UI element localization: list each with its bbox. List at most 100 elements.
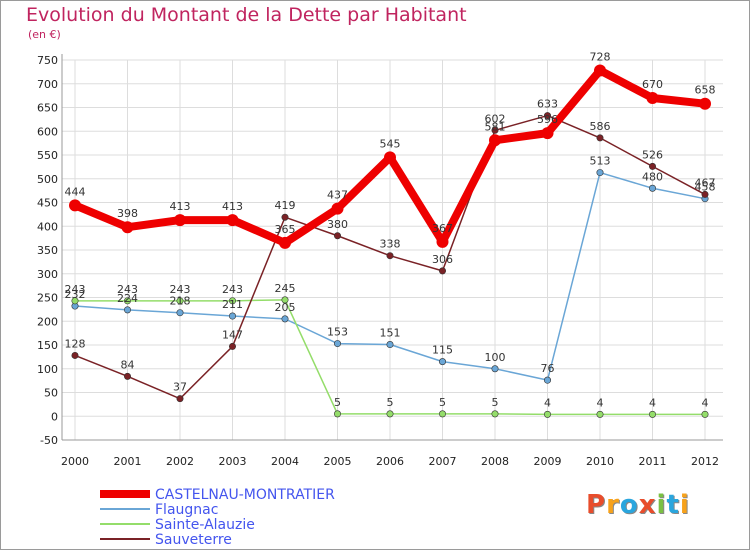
data-point-castelnau-montratier: [174, 214, 186, 227]
data-label-sainte-alauzie: 243: [65, 283, 86, 296]
y-tick-label: 450: [37, 197, 58, 210]
y-tick-label: 50: [44, 387, 58, 400]
data-point-sainte-alauzie: [333, 410, 341, 418]
data-point-sainte-alauzie: [491, 410, 499, 418]
data-point-flaugnac: [176, 309, 184, 317]
proxiti-logo: Proxiti: [586, 490, 690, 520]
x-tick-label: 2007: [429, 455, 457, 468]
data-point-castelnau-montratier: [384, 151, 396, 164]
x-tick-label: 2001: [114, 455, 142, 468]
logo-letter: i: [656, 490, 667, 520]
data-point-castelnau-montratier: [699, 97, 711, 110]
data-point-flaugnac: [281, 315, 289, 323]
data-label-castelnau-montratier: 413: [170, 200, 191, 213]
y-tick-label: 700: [37, 78, 58, 91]
data-label-sauveterre: 526: [642, 148, 663, 161]
x-tick-label: 2002: [166, 455, 194, 468]
data-point-flaugnac: [229, 312, 237, 320]
data-point-castelnau-montratier: [226, 214, 239, 227]
data-point-sauveterre: [386, 252, 394, 260]
data-point-sainte-alauzie: [386, 410, 394, 418]
data-point-sauveterre: [333, 232, 341, 240]
y-tick-label: 250: [37, 292, 58, 305]
data-label-sauveterre: 128: [65, 337, 86, 350]
data-label-sauveterre: 37: [173, 381, 187, 394]
data-point-sauveterre: [281, 213, 289, 221]
data-label-sauveterre: 147: [222, 328, 243, 341]
data-label-castelnau-montratier: 596: [537, 113, 558, 126]
legend: CASTELNAU-MONTRATIERFlaugnacSainte-Alauz…: [100, 487, 335, 548]
series-group: [69, 64, 711, 418]
data-point-sauveterre: [71, 351, 79, 359]
data-label-sauveterre: 306: [432, 253, 453, 266]
data-label-sainte-alauzie: 243: [117, 283, 138, 296]
data-point-sainte-alauzie: [71, 297, 79, 305]
x-tick-label: 2005: [324, 455, 352, 468]
y-tick-label: 100: [37, 363, 58, 376]
y-tick-label: 650: [37, 102, 58, 115]
y-tick-label: 400: [37, 220, 58, 233]
y-tick-label: 500: [37, 173, 58, 186]
data-point-flaugnac: [438, 358, 446, 366]
x-tick-label: 2010: [586, 455, 614, 468]
data-label-flaugnac: 224: [117, 292, 138, 305]
legend-label-sauveterre: Sauveterre: [155, 532, 232, 548]
y-tick-label: 300: [37, 268, 58, 281]
logo-letter: o: [619, 490, 639, 520]
data-point-castelnau-montratier: [69, 199, 81, 212]
logo-letter: t: [666, 490, 680, 520]
x-tick-label: 2011: [639, 455, 667, 468]
data-point-sainte-alauzie: [438, 410, 446, 418]
data-point-sauveterre: [176, 395, 184, 403]
data-label-sauveterre: 602: [485, 112, 506, 125]
data-label-flaugnac: 76: [541, 362, 555, 375]
data-label-flaugnac: 458: [695, 181, 716, 194]
y-tick-label: 350: [37, 244, 58, 257]
data-label-castelnau-montratier: 413: [222, 200, 243, 213]
data-point-castelnau-montratier: [646, 92, 659, 104]
data-label-flaugnac: 205: [275, 301, 296, 314]
data-label-flaugnac: 480: [642, 170, 663, 183]
data-label-castelnau-montratier: 367: [432, 222, 453, 235]
data-label-sainte-alauzie: 5: [334, 396, 341, 409]
legend-label-flaugnac: Flaugnac: [155, 502, 218, 518]
data-label-sauveterre: 586: [590, 120, 611, 133]
data-label-sauveterre: 380: [327, 218, 348, 231]
data-labels: 232 224 218 211 205 153 151 115 100 76 513 480 458 24…: [65, 50, 716, 409]
legend-label-castelnau-montratier: CASTELNAU-MONTRATIER: [155, 487, 335, 503]
axes: -50 0 50 100 150 200 250 300 350 400 450 500 550 600 6…: [37, 54, 723, 468]
logo-letter: x: [638, 490, 657, 520]
legend-label-sainte-alauzie: Sainte-Alauzie: [155, 517, 255, 533]
x-tick-label: 2012: [691, 455, 719, 468]
data-label-castelnau-montratier: 545: [380, 137, 401, 150]
chart-title: Evolution du Montant de la Dette par Hab…: [26, 4, 467, 26]
data-point-sauveterre: [701, 190, 709, 198]
data-label-sauveterre: 419: [275, 199, 296, 212]
data-label-castelnau-montratier: 728: [590, 50, 611, 63]
data-label-sainte-alauzie: 245: [275, 282, 296, 295]
data-point-sainte-alauzie: [648, 410, 656, 418]
data-label-flaugnac: 513: [590, 155, 611, 168]
y-tick-label: 150: [37, 339, 58, 352]
data-label-castelnau-montratier: 444: [65, 185, 86, 198]
data-point-sainte-alauzie: [229, 297, 237, 305]
data-point-castelnau-montratier: [121, 221, 134, 234]
data-label-flaugnac: 211: [222, 298, 243, 311]
data-point-castelnau-montratier: [541, 127, 554, 140]
data-label-flaugnac: 115: [432, 344, 453, 357]
data-label-flaugnac: 100: [485, 351, 506, 364]
data-label-sainte-alauzie: 5: [492, 396, 499, 409]
data-point-flaugnac: [124, 306, 132, 314]
data-label-flaugnac: 153: [327, 326, 348, 339]
y-tick-label: 200: [37, 315, 58, 328]
data-point-sainte-alauzie: [176, 297, 184, 305]
data-point-sauveterre: [438, 267, 446, 275]
data-label-castelnau-montratier: 658: [695, 84, 716, 97]
data-point-sainte-alauzie: [596, 410, 604, 418]
y-tick-label: -50: [40, 434, 58, 447]
data-point-castelnau-montratier: [489, 134, 501, 147]
x-tick-label: 2006: [376, 455, 404, 468]
data-label-sainte-alauzie: 5: [439, 396, 446, 409]
y-tick-label: 550: [37, 149, 58, 162]
